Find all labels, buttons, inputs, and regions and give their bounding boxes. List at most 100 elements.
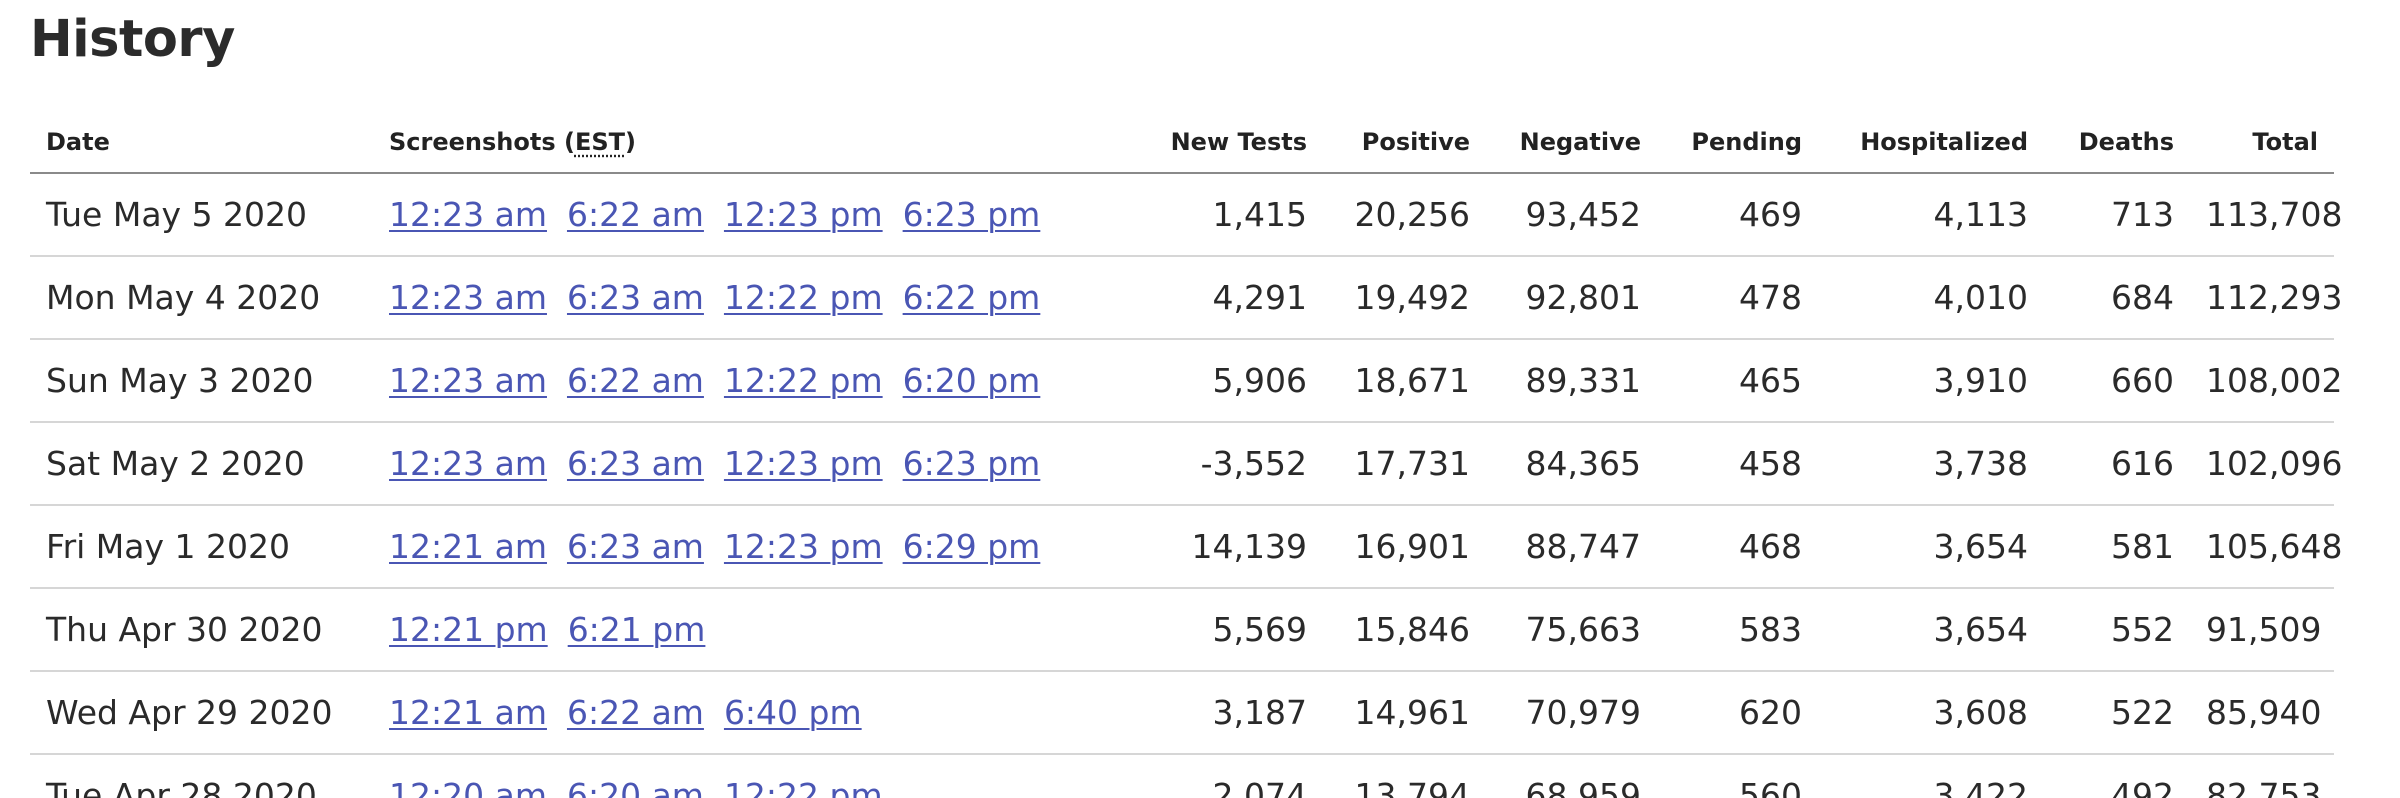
table-row: Wed Apr 29 2020 12:21 am 6:22 am 6:40 pm 3,1… [30, 671, 2334, 755]
screenshot-link[interactable]: 6:22 am [566, 195, 704, 234]
cell-hospitalized: 3,422 [1818, 754, 2044, 798]
table-body: Tue May 5 2020 12:23 am 6:22 am 12:23 pm 6:2… [30, 173, 2342, 798]
screenshot-link[interactable]: 12:23 pm [723, 527, 883, 566]
cell-hospitalized: 3,654 [1818, 505, 2044, 589]
cell-negative: 84,365 [1486, 422, 1657, 506]
cell-screenshots: 12:21 am 6:22 am 6:40 pm [373, 671, 1073, 755]
header-new-tests: New Tests [1073, 112, 1323, 174]
cell-total: 105,648 [2190, 505, 2342, 589]
cell-deaths: 660 [2044, 339, 2190, 423]
screenshot-link[interactable]: 6:23 pm [902, 444, 1041, 483]
cell-pending: 560 [1657, 754, 1818, 798]
screenshot-link[interactable]: 12:21 am [389, 693, 547, 732]
screenshot-link[interactable]: 6:23 am [566, 278, 704, 317]
page-title: History [30, 10, 235, 69]
cell-date: Sat May 2 2020 [30, 422, 373, 506]
cell-deaths: 552 [2044, 588, 2190, 672]
screenshot-link[interactable]: 6:20 pm [902, 361, 1041, 400]
cell-total: 102,096 [2190, 422, 2342, 506]
cell-negative: 75,663 [1486, 588, 1657, 672]
cell-positive: 19,492 [1323, 256, 1486, 340]
header-screenshots-timezone: EST [574, 128, 625, 156]
screenshot-link[interactable]: 12:22 pm [723, 278, 883, 317]
screenshot-link[interactable]: 6:23 am [566, 527, 704, 566]
screenshot-link[interactable]: 12:22 pm [723, 776, 883, 798]
screenshot-link[interactable]: 6:22 pm [902, 278, 1041, 317]
cell-total: 113,708 [2190, 173, 2342, 257]
screenshot-link[interactable]: 6:29 pm [902, 527, 1041, 566]
cell-screenshots: 12:23 am 6:22 am 12:22 pm 6:20 pm [373, 339, 1073, 423]
cell-deaths: 492 [2044, 754, 2190, 798]
cell-positive: 17,731 [1323, 422, 1486, 506]
cell-negative: 70,979 [1486, 671, 1657, 755]
cell-positive: 14,961 [1323, 671, 1486, 755]
history-table: Date Screenshots (EST) New Tests Positiv… [30, 112, 2342, 798]
screenshot-link[interactable]: 6:22 am [566, 693, 704, 732]
header-date: Date [30, 112, 373, 174]
cell-pending: 468 [1657, 505, 1818, 589]
cell-hospitalized: 4,010 [1818, 256, 2044, 340]
cell-total: 91,509 [2190, 588, 2334, 672]
cell-pending: 620 [1657, 671, 1818, 755]
cell-total: 82,753 [2190, 754, 2334, 798]
header-positive: Positive [1323, 112, 1486, 174]
header-pending: Pending [1657, 112, 1818, 174]
cell-date: Sun May 3 2020 [30, 339, 373, 423]
cell-screenshots: 12:23 am 6:23 am 12:23 pm 6:23 pm [373, 422, 1073, 506]
cell-total: 108,002 [2190, 339, 2342, 423]
cell-pending: 583 [1657, 588, 1818, 672]
table-header: Date Screenshots (EST) New Tests Positiv… [30, 112, 2334, 174]
screenshot-link[interactable]: 6:20 am [566, 776, 704, 798]
cell-negative: 89,331 [1486, 339, 1657, 423]
cell-date: Mon May 4 2020 [30, 256, 373, 340]
screenshot-link[interactable]: 6:23 pm [902, 195, 1041, 234]
cell-new-tests: 2,074 [1073, 754, 1323, 798]
header-screenshots: Screenshots (EST) [373, 112, 1073, 174]
cell-new-tests: 1,415 [1073, 173, 1323, 257]
header-hospitalized: Hospitalized [1818, 112, 2044, 174]
screenshot-link[interactable]: 6:23 am [566, 444, 704, 483]
screenshot-link[interactable]: 12:22 pm [723, 361, 883, 400]
cell-new-tests: 14,139 [1073, 505, 1323, 589]
cell-total: 112,293 [2190, 256, 2342, 340]
cell-screenshots: 12:20 am 6:20 am 12:22 pm [373, 754, 1073, 798]
cell-hospitalized: 3,738 [1818, 422, 2044, 506]
table-row: Mon May 4 2020 12:23 am 6:23 am 12:22 pm 6:2… [30, 256, 2342, 340]
cell-deaths: 581 [2044, 505, 2190, 589]
screenshot-link[interactable]: 6:21 pm [567, 610, 706, 649]
screenshot-link[interactable]: 6:22 am [566, 361, 704, 400]
screenshot-link[interactable]: 6:40 pm [723, 693, 862, 732]
cell-positive: 15,846 [1323, 588, 1486, 672]
header-negative: Negative [1486, 112, 1657, 174]
header-deaths: Deaths [2044, 112, 2190, 174]
cell-date: Wed Apr 29 2020 [30, 671, 373, 755]
screenshot-link[interactable]: 12:23 pm [723, 195, 883, 234]
cell-date: Fri May 1 2020 [30, 505, 373, 589]
cell-positive: 20,256 [1323, 173, 1486, 257]
screenshot-link[interactable]: 12:23 am [389, 278, 547, 317]
table-row: Sun May 3 2020 12:23 am 6:22 am 12:22 pm 6:2… [30, 339, 2342, 423]
screenshot-link[interactable]: 12:23 am [389, 361, 547, 400]
screenshot-link[interactable]: 12:21 am [389, 527, 547, 566]
cell-positive: 16,901 [1323, 505, 1486, 589]
screenshot-link[interactable]: 12:23 am [389, 195, 547, 234]
cell-new-tests: 5,906 [1073, 339, 1323, 423]
screenshot-link[interactable]: 12:23 am [389, 444, 547, 483]
cell-date: Thu Apr 30 2020 [30, 588, 373, 672]
screenshot-link[interactable]: 12:21 pm [389, 610, 548, 649]
screenshot-link[interactable]: 12:20 am [389, 776, 547, 798]
table-row: Fri May 1 2020 12:21 am 6:23 am 12:23 pm 6:2… [30, 505, 2342, 589]
table-row: Thu Apr 30 2020 12:21 pm 6:21 pm 5,569 15,84… [30, 588, 2334, 672]
cell-new-tests: -3,552 [1073, 422, 1323, 506]
screenshot-link[interactable]: 12:23 pm [723, 444, 883, 483]
cell-pending: 478 [1657, 256, 1818, 340]
header-total: Total [2190, 112, 2334, 174]
cell-new-tests: 5,569 [1073, 588, 1323, 672]
cell-date: Tue Apr 28 2020 [30, 754, 373, 798]
cell-negative: 68,959 [1486, 754, 1657, 798]
cell-hospitalized: 3,608 [1818, 671, 2044, 755]
header-screenshots-prefix: Screenshots ( [389, 128, 575, 156]
cell-total: 85,940 [2190, 671, 2334, 755]
cell-deaths: 522 [2044, 671, 2190, 755]
cell-new-tests: 4,291 [1073, 256, 1323, 340]
